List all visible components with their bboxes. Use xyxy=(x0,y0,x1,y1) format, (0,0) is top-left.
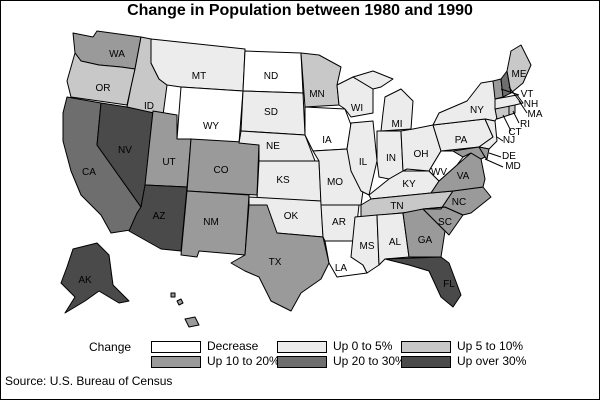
label-MO: MO xyxy=(327,177,343,188)
state-WY xyxy=(176,86,244,144)
label-CO: CO xyxy=(214,165,229,176)
label-LA: LA xyxy=(335,263,348,274)
leader-NJ xyxy=(496,136,504,142)
label-MD: MD xyxy=(505,161,521,172)
leader-VT xyxy=(500,88,520,96)
state-FL xyxy=(384,256,462,308)
legend-label-up20: Up 20 to 30% xyxy=(333,354,406,368)
label-NV: NV xyxy=(118,145,132,156)
label-GA: GA xyxy=(418,235,433,246)
label-NJ: NJ xyxy=(503,135,515,146)
label-MT: MT xyxy=(192,71,206,82)
label-AL: AL xyxy=(389,237,402,248)
label-KS: KS xyxy=(276,175,290,186)
label-WY: WY xyxy=(203,121,219,132)
label-OK: OK xyxy=(284,211,299,222)
label-DE: DE xyxy=(502,151,516,162)
legend-label-up10: Up 10 to 20% xyxy=(207,354,280,368)
label-ND: ND xyxy=(264,71,278,82)
leader-MD xyxy=(484,158,504,168)
source-note: Source: U.S. Bureau of Census xyxy=(5,374,173,388)
state-NY xyxy=(432,80,502,126)
legend-swatch-up5 xyxy=(401,341,451,353)
label-TN: TN xyxy=(390,201,403,212)
label-UT: UT xyxy=(162,157,175,168)
legend-label-decrease: Decrease xyxy=(207,339,259,353)
state-AL xyxy=(376,212,410,266)
state-DE xyxy=(478,146,490,160)
label-IN: IN xyxy=(386,153,396,164)
legend-swatch-up0 xyxy=(277,341,327,353)
legend-label-up5: Up 5 to 10% xyxy=(457,339,524,353)
state-MT xyxy=(150,38,246,92)
state-MA xyxy=(494,94,524,110)
label-PA: PA xyxy=(455,135,468,146)
label-WI: WI xyxy=(351,103,363,114)
label-ID: ID xyxy=(144,101,154,112)
label-IL: IL xyxy=(359,157,368,168)
label-VT: VT xyxy=(521,89,534,100)
label-WV: WV xyxy=(431,167,447,178)
label-NC: NC xyxy=(452,197,466,208)
state-MI-up xyxy=(352,70,394,90)
legend-label-up30: Up over 30% xyxy=(457,354,527,368)
leader-CT xyxy=(502,114,512,132)
legend-swatch-up20 xyxy=(277,356,327,368)
label-FL: FL xyxy=(443,279,455,290)
state-AK xyxy=(60,242,130,314)
label-SC: SC xyxy=(438,217,452,228)
label-VA: VA xyxy=(457,171,470,182)
label-MN: MN xyxy=(309,89,325,100)
leader-NH xyxy=(508,86,522,104)
label-SD: SD xyxy=(264,107,278,118)
leader-DE xyxy=(488,152,502,158)
label-CA: CA xyxy=(82,167,96,178)
state-HI-2 xyxy=(176,298,184,306)
state-TX xyxy=(230,204,330,312)
legend-swatch-decrease xyxy=(151,341,201,353)
state-ME xyxy=(506,44,532,94)
label-CT: CT xyxy=(508,127,521,138)
legend-label-up0: Up 0 to 5% xyxy=(333,339,393,353)
leader-RI xyxy=(512,110,520,124)
label-RI: RI xyxy=(520,119,530,130)
map-title: Change in Population between 1980 and 19… xyxy=(127,2,473,19)
us-map: WA OR CA NV ID MT WY UT AZ CO NM ND SD N… xyxy=(60,30,543,328)
label-NE: NE xyxy=(266,141,280,152)
label-AZ: AZ xyxy=(153,211,166,222)
label-OH: OH xyxy=(414,149,429,160)
state-NM xyxy=(180,190,250,258)
label-NY: NY xyxy=(470,105,484,116)
state-HI-3 xyxy=(170,292,176,298)
label-ME: ME xyxy=(512,69,527,80)
label-IA: IA xyxy=(322,135,332,146)
legend-swatch-up30 xyxy=(401,356,451,368)
legend-title: Change xyxy=(89,340,132,354)
label-NM: NM xyxy=(203,217,219,228)
label-AR: AR xyxy=(332,217,346,228)
label-TX: TX xyxy=(269,257,282,268)
state-labels: WA OR CA NV ID MT WY UT AZ CO NM ND SD N… xyxy=(78,49,543,290)
label-NH: NH xyxy=(524,99,538,110)
label-MI: MI xyxy=(391,119,402,130)
label-MS: MS xyxy=(360,241,375,252)
legend: Change Decrease Up 0 to 5% Up 5 to 10% U… xyxy=(1,337,599,373)
label-WA: WA xyxy=(109,49,125,60)
leader-lines xyxy=(484,86,528,168)
state-HI xyxy=(184,316,200,328)
label-OR: OR xyxy=(96,83,111,94)
state-IL xyxy=(346,120,378,196)
label-AK: AK xyxy=(78,275,92,286)
label-KY: KY xyxy=(402,179,416,190)
leader-MA xyxy=(518,100,528,114)
label-MA: MA xyxy=(528,109,543,120)
legend-swatch-up10 xyxy=(151,356,201,368)
